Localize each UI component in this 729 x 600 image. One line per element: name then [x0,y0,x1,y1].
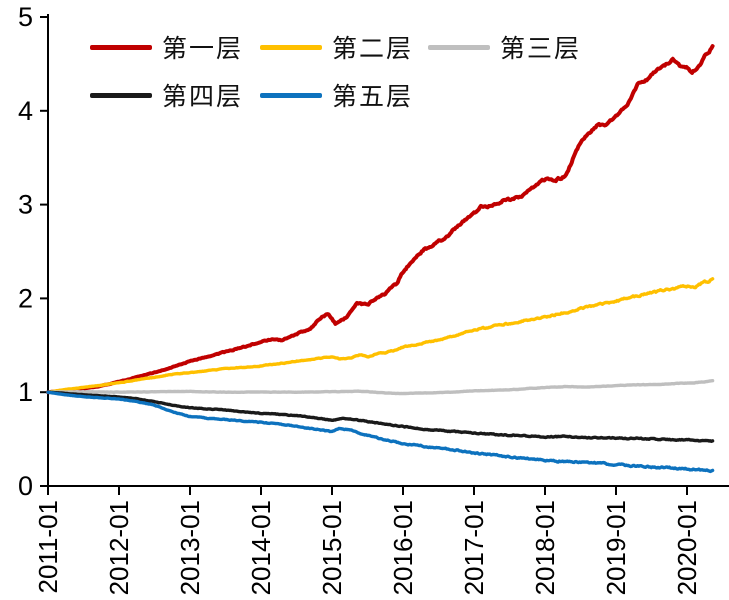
legend-swatch-layer-5 [260,92,322,98]
legend-swatch-layer-2 [260,44,322,50]
x-ticks: 2011-01 2012-01 2013-01 2014-01 2015-01 2016-… [33,486,702,595]
y-tick-label: 5 [18,2,33,32]
legend-label-layer-2: 第二层 [332,36,414,63]
y-tick-label: 4 [18,96,33,126]
y-ticks: 0 1 2 3 4 5 [18,2,48,501]
x-tick-label: 2019-01 [601,500,631,595]
series-line-layer-3 [46,379,715,396]
x-tick-label: 2016-01 [388,500,418,595]
x-tick-label: 2018-01 [530,500,560,595]
legend-swatch-layer-3 [428,44,490,50]
legend-item-layer-3: 第三层 [428,30,581,64]
legend-item-layer-5: 第五层 [260,78,413,112]
y-tick-label: 3 [18,190,33,220]
series-line-layer-2 [46,277,715,394]
x-tick-label: 2020-01 [672,500,702,595]
x-tick-label: 2015-01 [317,500,347,595]
series-line-layer-4 [46,390,715,443]
legend-label-layer-1: 第一层 [162,36,244,63]
legend-label-layer-3: 第三层 [500,36,582,63]
x-tick-label: 2013-01 [175,500,205,595]
y-tick-label: 1 [18,377,33,407]
x-tick-label: 2014-01 [246,500,276,595]
series-line-layer-5 [46,390,715,474]
legend-item-layer-1: 第一层 [90,30,243,64]
x-tick-label: 2012-01 [104,500,134,595]
legend-item-layer-2: 第二层 [260,30,413,64]
legend-label-layer-5: 第五层 [332,84,414,111]
x-tick-label: 2011-01 [33,500,63,594]
y-tick-label: 0 [18,471,33,501]
x-tick-label: 2017-01 [459,500,489,595]
legend-label-layer-4: 第四层 [162,84,244,111]
series-line-layer-1 [46,44,715,395]
legend-item-layer-4: 第四层 [90,78,243,112]
legend-swatch-layer-1 [90,44,152,50]
y-tick-label: 2 [18,283,33,313]
legend-swatch-layer-4 [90,92,152,98]
